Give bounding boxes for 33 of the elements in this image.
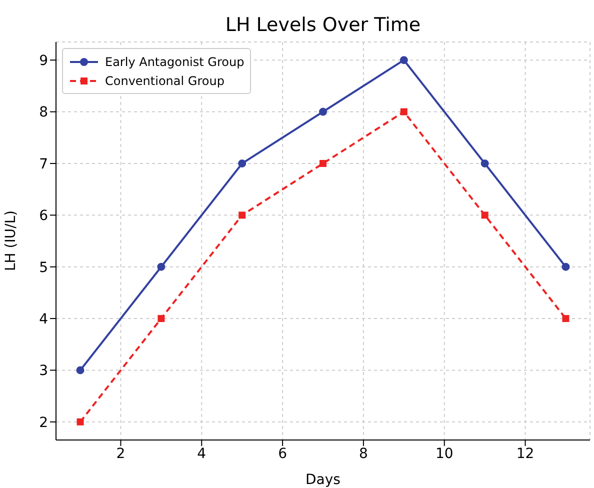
point bbox=[481, 212, 488, 219]
point bbox=[238, 212, 246, 219]
point bbox=[76, 418, 84, 426]
legend-label: Conventional Group bbox=[105, 74, 224, 88]
x-tick-label: 12 bbox=[516, 446, 534, 462]
point bbox=[158, 315, 165, 322]
y-tick-label: 6 bbox=[39, 208, 48, 224]
point bbox=[400, 56, 408, 64]
point bbox=[238, 159, 246, 168]
y-tick-label: 2 bbox=[39, 414, 48, 431]
x-tick-label: 2 bbox=[116, 446, 126, 462]
y-tick-label: 8 bbox=[39, 104, 48, 121]
legend-label: Early Antagonist Group bbox=[105, 54, 244, 68]
point bbox=[157, 262, 166, 271]
point bbox=[562, 315, 570, 322]
x-axis-title: Days bbox=[306, 472, 340, 488]
y-tick-label: 3 bbox=[39, 363, 48, 380]
y-axis-title: LH (IU/L) bbox=[2, 210, 19, 271]
point bbox=[76, 366, 84, 374]
y-tick-label: 9 bbox=[39, 53, 48, 70]
point bbox=[320, 160, 326, 167]
y-tick-label: 4 bbox=[39, 312, 48, 328]
point bbox=[400, 108, 408, 116]
point bbox=[319, 108, 327, 116]
x-tick-label: 8 bbox=[358, 446, 368, 462]
chart-title: LH Levels Over Time bbox=[224, 14, 422, 36]
y-tick-label: 5 bbox=[39, 260, 48, 276]
point bbox=[562, 262, 570, 271]
x-tick-label: 6 bbox=[278, 446, 288, 462]
x-tick-label: 4 bbox=[197, 446, 206, 462]
point bbox=[480, 159, 489, 168]
y-tick-label: 7 bbox=[39, 156, 48, 172]
x-tick-label: 10 bbox=[435, 446, 454, 462]
